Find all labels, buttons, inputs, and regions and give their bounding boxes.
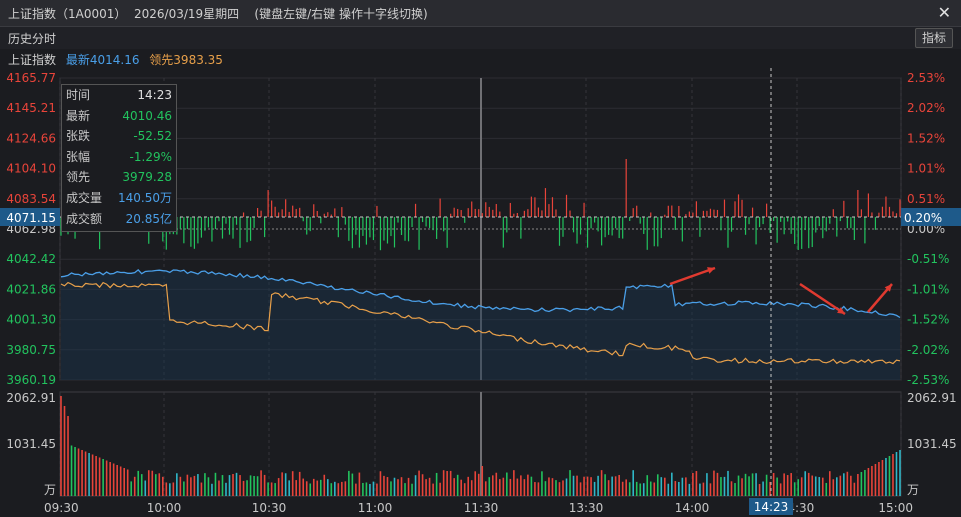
cursor-price-label: 4071.15 (6, 211, 56, 225)
cursor-time-box (749, 498, 793, 515)
tooltip-value: 14:23 (137, 88, 172, 102)
window-title: 上证指数（1A0001） 2026/03/19星期四 (键盘左键/右键 操作十字… (8, 7, 428, 21)
price-tick-label: 4001.30 (6, 313, 56, 327)
tooltip-row: 张幅 -1.29% (62, 147, 176, 168)
annotation-arrow (669, 266, 716, 286)
price-tick-label: 4021.86 (6, 282, 56, 296)
annotation-arrow (799, 282, 846, 316)
price-tick-label: 3980.75 (6, 343, 56, 357)
pct-tick-label: 2.53% (907, 71, 945, 85)
time-tick-label: 11:00 (358, 501, 393, 515)
tooltip-row: 张跌 -52.52 (62, 126, 176, 147)
cursor-pct-box (901, 208, 961, 226)
tooltip-value: 4010.46 (122, 108, 172, 123)
time-tick-label: 11:30 (464, 501, 499, 515)
tooltip-value: 140.50万 (118, 190, 172, 205)
annotation-arrowhead (884, 284, 892, 292)
time-tick-label: 13:30 (569, 501, 604, 515)
title-bar: 上证指数（1A0001） 2026/03/19星期四 (键盘左键/右键 操作十字… (0, 0, 961, 27)
leading-line (60, 281, 901, 365)
tooltip-key: 张幅 (66, 149, 91, 164)
tooltip-row: 时间 14:23 (62, 85, 176, 106)
price-tick-label: 4145.21 (6, 101, 56, 115)
indicator-button[interactable]: 指标 (914, 28, 953, 48)
tooltip-key: 张跌 (66, 129, 91, 144)
time-tick-label: 09:30 (44, 501, 79, 515)
mode-label: 历史分时 (8, 32, 57, 46)
volume-tick-label: 2062.91 (6, 391, 56, 405)
price-tick-label: 4042.42 (6, 252, 56, 266)
volume-tick-label: 万 (907, 483, 919, 497)
tooltip-row: 最新 4010.46 (62, 106, 176, 127)
tooltip-row: 领先 3979.28 (62, 167, 176, 188)
tooltip-key: 成交额 (66, 211, 103, 226)
time-tick-label: 10:00 (147, 501, 182, 515)
crosshair-tooltip: 时间 14:23 最新 4010.46 张跌 -52.52 张幅 -1.29% 领先 3979.2… (61, 84, 177, 232)
pct-tick-label: 0.51% (907, 192, 945, 206)
legend-name: 上证指数 (8, 53, 57, 67)
volume-tick-label: 1031.45 (6, 437, 56, 451)
chart-legend: 上证指数 最新4014.16 领先3983.35 (8, 51, 229, 68)
time-tick-label: 14:00 (675, 501, 710, 515)
pct-tick-label: -2.53% (907, 373, 949, 387)
cursor-price-box (0, 208, 60, 226)
annotation-arrowhead (837, 307, 845, 314)
tooltip-key: 领先 (66, 170, 91, 185)
time-tick-label: 10:30 (252, 501, 287, 515)
price-tick-label: 4165.77 (6, 71, 56, 85)
price-tick-label: 4104.10 (6, 162, 56, 176)
pct-tick-label: 1.52% (907, 131, 945, 145)
time-tick-label: 15:00 (878, 501, 913, 515)
price-tick-label: 4124.66 (6, 131, 56, 145)
cursor-time-label: 14:23 (754, 500, 789, 514)
tooltip-row: 成交量 140.50万 (62, 188, 176, 209)
volume-tick-label: 万 (44, 483, 56, 497)
sub-toolbar: 历史分时 指标 (0, 27, 961, 49)
volume-tick-label: 1031.45 (907, 437, 957, 451)
tooltip-row: 成交额 20.85亿 (62, 209, 176, 230)
tooltip-value: -52.52 (133, 129, 172, 144)
price-tick-label: 3960.19 (6, 373, 56, 387)
pct-tick-label: 1.01% (907, 162, 945, 176)
volume-tick-label: 2062.91 (907, 391, 957, 405)
pct-tick-label: 2.02% (907, 101, 945, 115)
cursor-pct-label: 0.20% (904, 211, 942, 225)
tooltip-key: 成交量 (66, 190, 103, 205)
price-tick-label: 4083.54 (6, 192, 56, 206)
annotation-arrowhead (707, 267, 715, 274)
pct-tick-label: -1.01% (907, 282, 949, 296)
pct-tick-label: -2.02% (907, 343, 949, 357)
close-icon[interactable]: ✕ (937, 3, 951, 22)
tooltip-key: 最新 (66, 108, 91, 123)
pct-tick-label: -0.51% (907, 252, 949, 266)
tooltip-key: 时间 (66, 88, 91, 102)
legend-latest: 最新4014.16 (65, 53, 140, 67)
pct-tick-label: -1.52% (907, 313, 949, 327)
tooltip-value: 3979.28 (122, 170, 172, 185)
tooltip-value: 20.85亿 (125, 211, 172, 226)
tooltip-value: -1.29% (129, 149, 172, 164)
price-line (60, 269, 901, 319)
legend-leading: 领先3983.35 (149, 53, 223, 67)
